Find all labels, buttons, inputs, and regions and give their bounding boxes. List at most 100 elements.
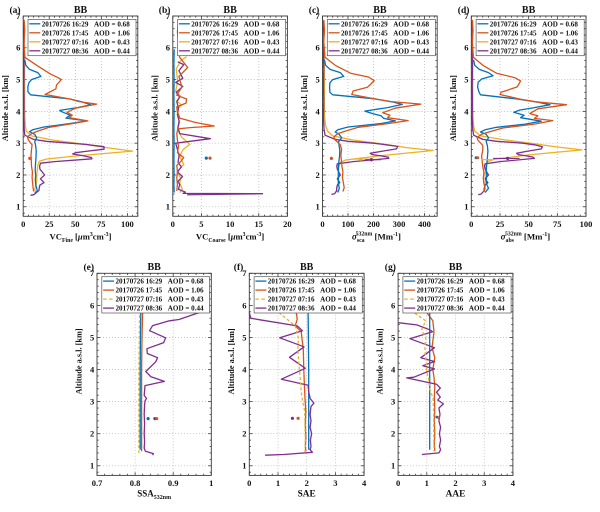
- svg-text:7: 7: [16, 11, 21, 21]
- svg-text:BB: BB: [223, 5, 237, 16]
- svg-text:5: 5: [166, 75, 170, 85]
- svg-text:0.8: 0.8: [130, 478, 141, 488]
- svg-text:5: 5: [90, 332, 94, 342]
- svg-text:BB: BB: [449, 262, 463, 273]
- svg-text:3: 3: [482, 478, 486, 488]
- svg-text:100: 100: [580, 219, 593, 229]
- svg-text:1: 1: [209, 478, 213, 488]
- svg-text:AOD = 0.44: AOD = 0.44: [469, 305, 505, 313]
- svg-text:AOD = 0.68: AOD = 0.68: [469, 278, 505, 286]
- svg-text:10: 10: [226, 219, 235, 229]
- svg-text:20170727 07:16: 20170727 07:16: [490, 38, 537, 46]
- svg-text:AOD = 0.43: AOD = 0.43: [542, 38, 578, 46]
- svg-text:AOD = 0.43: AOD = 0.43: [469, 296, 505, 304]
- svg-text:20170727 07:16: 20170727 07:16: [417, 296, 464, 304]
- svg-text:3: 3: [315, 138, 319, 148]
- svg-text:50: 50: [524, 219, 533, 229]
- svg-text:20170726 16:29: 20170726 16:29: [490, 20, 537, 28]
- svg-text:6: 6: [464, 43, 468, 53]
- svg-text:6: 6: [242, 300, 246, 310]
- svg-text:20170727 07:16: 20170727 07:16: [42, 38, 89, 46]
- svg-text:4: 4: [166, 106, 171, 116]
- svg-text:20170726 16:29: 20170726 16:29: [417, 278, 464, 286]
- svg-text:20: 20: [283, 219, 292, 229]
- svg-text:6: 6: [315, 43, 319, 53]
- svg-text:2: 2: [166, 170, 170, 180]
- svg-text:1: 1: [315, 202, 319, 212]
- svg-text:7: 7: [464, 11, 469, 21]
- svg-text:3: 3: [166, 138, 170, 148]
- svg-text:20170727 07:16: 20170727 07:16: [341, 38, 388, 46]
- svg-text:1: 1: [464, 202, 468, 212]
- svg-text:0: 0: [21, 219, 25, 229]
- svg-text:(a): (a): [10, 5, 21, 16]
- svg-text:(g): (g): [385, 262, 396, 273]
- svg-text:20170727 08:36: 20170727 08:36: [417, 305, 464, 313]
- svg-text:Altitude a.s.l. [km]: Altitude a.s.l. [km]: [227, 328, 236, 394]
- svg-text:0.7: 0.7: [92, 478, 103, 488]
- svg-text:20170726 17:45: 20170726 17:45: [42, 29, 89, 37]
- svg-text:20170727 08:36: 20170727 08:36: [116, 305, 163, 313]
- svg-text:AOD = 0.44: AOD = 0.44: [244, 47, 280, 55]
- svg-text:Altitude a.s.l. [km]: Altitude a.s.l. [km]: [300, 75, 309, 141]
- svg-text:SAE: SAE: [298, 490, 316, 500]
- svg-text:1: 1: [425, 478, 429, 488]
- svg-text:100: 100: [342, 219, 355, 229]
- svg-text:200: 200: [367, 219, 380, 229]
- svg-text:75: 75: [97, 219, 106, 229]
- svg-text:AOD = 1.06: AOD = 1.06: [94, 29, 130, 37]
- svg-text:BB: BB: [522, 5, 536, 16]
- svg-text:4: 4: [391, 364, 396, 374]
- svg-text:AOD = 1.06: AOD = 1.06: [542, 29, 578, 37]
- svg-text:7: 7: [166, 11, 171, 21]
- svg-text:3: 3: [464, 138, 468, 148]
- svg-text:5: 5: [199, 219, 203, 229]
- svg-text:AOD = 0.68: AOD = 0.68: [542, 20, 578, 28]
- svg-text:20170726 16:29: 20170726 16:29: [191, 20, 238, 28]
- svg-text:AOD = 0.44: AOD = 0.44: [168, 305, 204, 313]
- svg-text:0: 0: [469, 219, 473, 229]
- svg-text:4: 4: [362, 478, 367, 488]
- svg-text:0: 0: [171, 219, 175, 229]
- svg-text:AOD = 1.06: AOD = 1.06: [469, 287, 505, 295]
- svg-text:5: 5: [464, 75, 468, 85]
- svg-text:20170726 17:45: 20170726 17:45: [417, 287, 464, 295]
- svg-text:0.9: 0.9: [168, 478, 179, 488]
- svg-text:5: 5: [315, 75, 319, 85]
- svg-text:2: 2: [453, 478, 457, 488]
- svg-text:AOD = 0.43: AOD = 0.43: [244, 38, 280, 46]
- svg-text:AOD = 0.43: AOD = 0.43: [393, 38, 429, 46]
- svg-text:20170727 07:16: 20170727 07:16: [191, 38, 238, 46]
- svg-text:4: 4: [511, 478, 516, 488]
- svg-text:(c): (c): [309, 5, 320, 16]
- svg-text:5: 5: [391, 332, 395, 342]
- svg-text:AOD = 1.06: AOD = 1.06: [393, 29, 429, 37]
- svg-text:4: 4: [16, 106, 21, 116]
- svg-text:AOD = 0.68: AOD = 0.68: [168, 278, 204, 286]
- svg-text:3: 3: [333, 478, 337, 488]
- svg-text:15: 15: [255, 219, 264, 229]
- svg-text:AAE: AAE: [446, 490, 466, 500]
- svg-text:AOD = 0.68: AOD = 0.68: [393, 20, 429, 28]
- svg-text:20170726 17:45: 20170726 17:45: [116, 287, 163, 295]
- svg-text:1: 1: [242, 461, 246, 471]
- svg-text:Altitude a.s.l. [km]: Altitude a.s.l. [km]: [1, 75, 10, 141]
- svg-text:AOD = 0.43: AOD = 0.43: [94, 38, 130, 46]
- svg-text:AOD = 0.68: AOD = 0.68: [244, 20, 280, 28]
- svg-text:AOD = 0.44: AOD = 0.44: [320, 305, 356, 313]
- svg-text:1: 1: [90, 461, 94, 471]
- svg-text:20170726 17:45: 20170726 17:45: [490, 29, 537, 37]
- svg-text:2: 2: [391, 429, 395, 439]
- svg-text:20170727 08:36: 20170727 08:36: [268, 305, 315, 313]
- svg-text:1: 1: [391, 461, 395, 471]
- svg-text:7: 7: [90, 268, 95, 278]
- svg-text:20170726 17:45: 20170726 17:45: [341, 29, 388, 37]
- svg-text:4: 4: [464, 106, 469, 116]
- svg-text:AOD = 0.68: AOD = 0.68: [320, 278, 356, 286]
- svg-text:20170726 17:45: 20170726 17:45: [268, 287, 315, 295]
- svg-text:(b): (b): [159, 5, 171, 16]
- svg-text:2: 2: [464, 170, 468, 180]
- svg-text:1: 1: [276, 478, 280, 488]
- svg-text:20170726 16:29: 20170726 16:29: [116, 278, 163, 286]
- svg-text:300: 300: [393, 219, 406, 229]
